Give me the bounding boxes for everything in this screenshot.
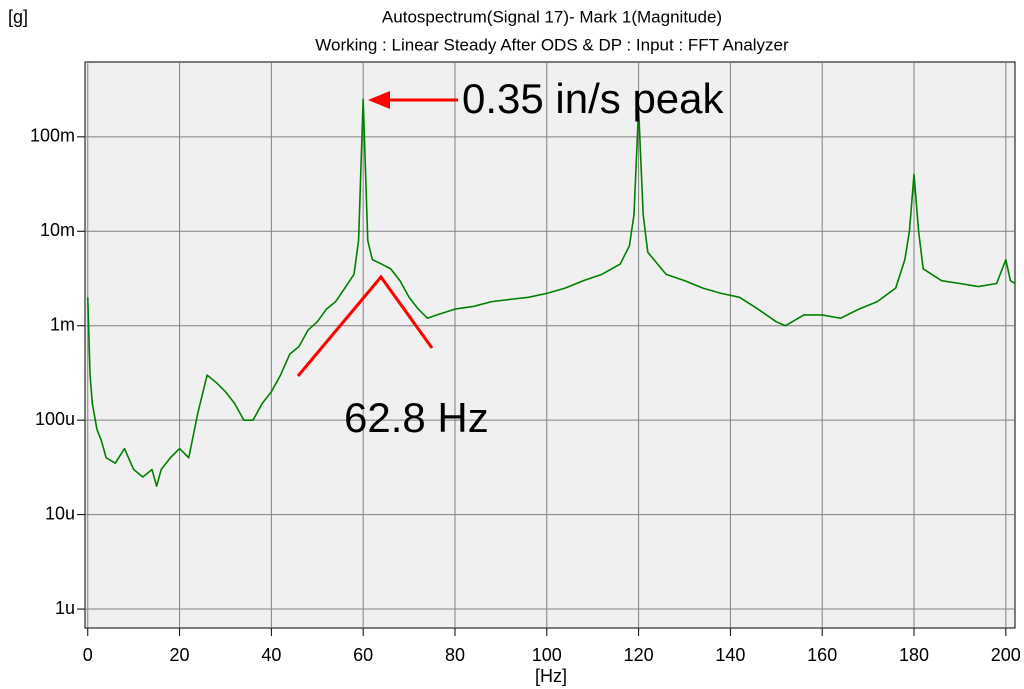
y-tick-label: 100m [30,126,75,146]
x-tick-label: 180 [899,645,929,665]
grid [77,62,1015,636]
y-tick-label: 10u [45,503,75,523]
x-tick-label: 160 [807,645,837,665]
y-tick-label: 1u [55,598,75,618]
arrow-head [368,91,390,109]
spectrum-line [86,98,1016,487]
x-tick-label: 0 [83,645,93,665]
x-axis-label: [Hz] [535,666,567,686]
data-layer [86,98,1016,487]
x-tick-label: 80 [445,645,465,665]
peak-arrow [368,91,458,109]
chart-subtitle: Working : Linear Steady After ODS & DP :… [315,35,789,54]
x-tick-label: 120 [624,645,654,665]
x-tick-label: 60 [353,645,373,665]
y-tick-label: 1m [50,314,75,334]
x-tick-label: 20 [170,645,190,665]
x-tick-label: 100 [532,645,562,665]
frequency-marker [296,274,434,377]
chart-title: Autospectrum(Signal 17)- Mark 1(Magnitud… [382,7,722,26]
x-tick-label: 140 [715,645,745,665]
plot-area [84,61,1016,629]
y-tick-label: 100u [35,409,75,429]
peak-annotation: 0.35 in/s peak [462,75,725,122]
y-tick-label: 10m [40,220,75,240]
x-tick-label: 40 [261,645,281,665]
frequency-annotation: 62.8 Hz [344,394,489,441]
y-axis-unit: [g] [8,7,28,27]
x-tick-label: 200 [991,645,1021,665]
